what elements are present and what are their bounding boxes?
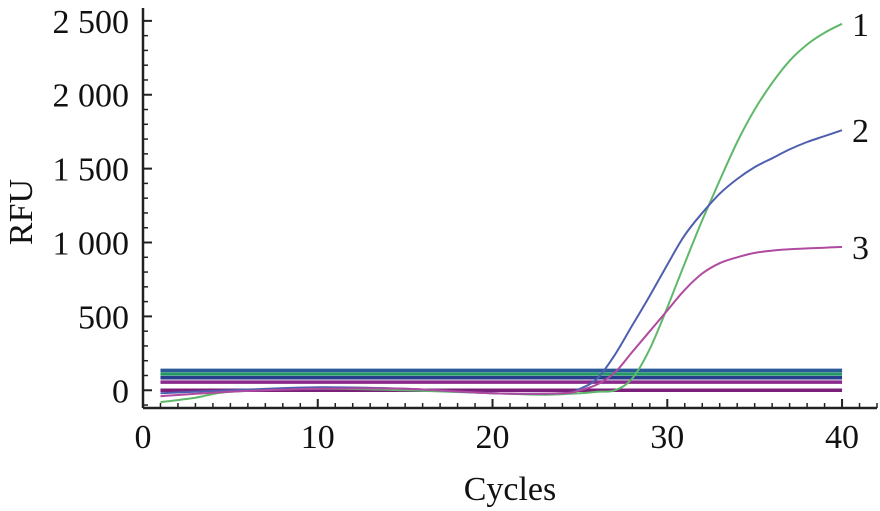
series-lines: [160, 22, 843, 404]
series-label-3: 3: [852, 230, 869, 267]
y-tick-label-5: 2 500: [53, 4, 130, 41]
series-label-1: 1: [852, 7, 869, 44]
ticks: [142, 19, 878, 408]
x-tick-label-1: 10: [301, 419, 335, 456]
y-tick-label-3: 1 500: [53, 152, 130, 189]
x-axis-title: Cycles: [464, 471, 557, 508]
y-tick-label-0: 0: [112, 373, 129, 410]
y-tick-label-4: 2 000: [53, 78, 130, 115]
series-line-1: [160, 22, 843, 404]
tick-labels: 0 500 1 000 1 500 2 000 2 500 0 10 20 30 40: [53, 4, 860, 456]
x-tick-label-3: 30: [650, 419, 684, 456]
y-tick-label-1: 500: [78, 299, 129, 336]
x-tick-label-2: 20: [476, 419, 510, 456]
series-labels: 1 2 3: [852, 7, 869, 267]
series-line-3: [160, 245, 843, 398]
threshold-baselines: [160, 368, 843, 393]
y-tick-label-2: 1 000: [53, 226, 130, 263]
y-axis-title: RFU: [3, 179, 40, 245]
series-line-2: [160, 129, 843, 395]
axes: [141, 8, 877, 410]
x-tick-label-4: 40: [825, 419, 859, 456]
series-label-2: 2: [852, 113, 869, 150]
x-tick-label-0: 0: [135, 419, 152, 456]
